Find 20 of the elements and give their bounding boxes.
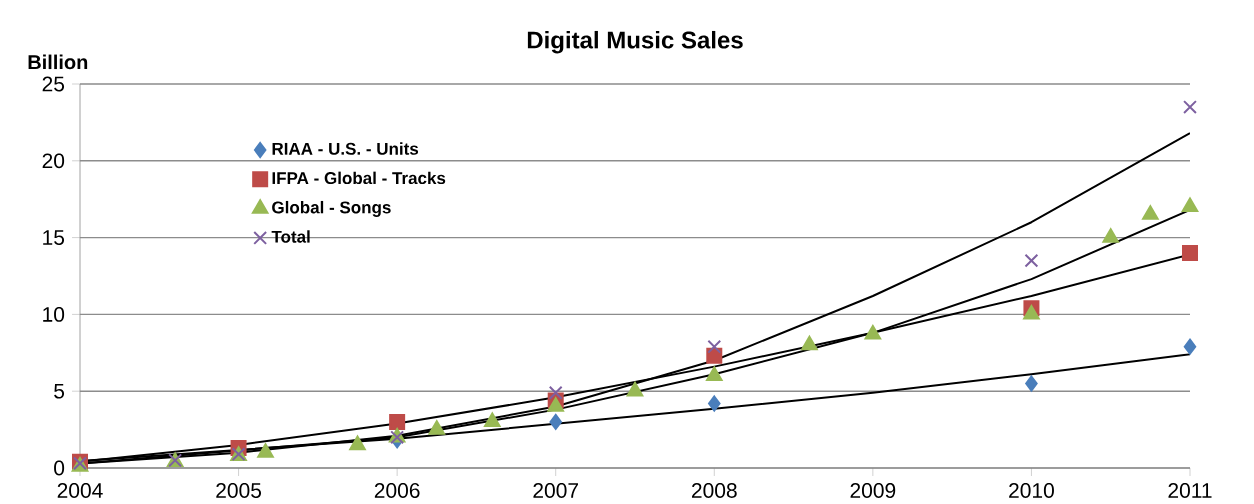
x-tick-label: 2005	[216, 483, 262, 498]
y-axis-title: Billion	[28, 54, 88, 70]
y-tick-label: 20	[42, 153, 65, 169]
legend-label: Global - Songs	[272, 200, 391, 217]
chart-title: Digital Music Sales	[527, 30, 743, 54]
x-tick-label: 2010	[1009, 483, 1054, 498]
y-tick-label: 25	[42, 76, 65, 92]
y-tick-label: 10	[43, 306, 65, 322]
y-tick-label: 0	[54, 460, 65, 476]
y-tick-label: 15	[43, 230, 65, 245]
y-tick-label: 5	[54, 383, 65, 399]
x-tick-label: 2009	[850, 483, 896, 498]
legend-label: Total	[271, 230, 310, 243]
x-tick-label: 2006	[374, 483, 420, 498]
x-tick-label: 2007	[533, 483, 578, 498]
legend-label: IFPA - Global - Tracks	[272, 171, 446, 185]
x-tick-label: 2011	[1168, 483, 1212, 498]
x-tick-label: 2008	[691, 483, 737, 498]
legend-label: RIAA - U.S. - Units	[272, 142, 419, 155]
x-tick-label: 2004	[57, 483, 103, 498]
